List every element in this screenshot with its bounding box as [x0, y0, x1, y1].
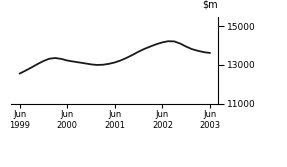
Text: $m: $m [203, 0, 218, 10]
